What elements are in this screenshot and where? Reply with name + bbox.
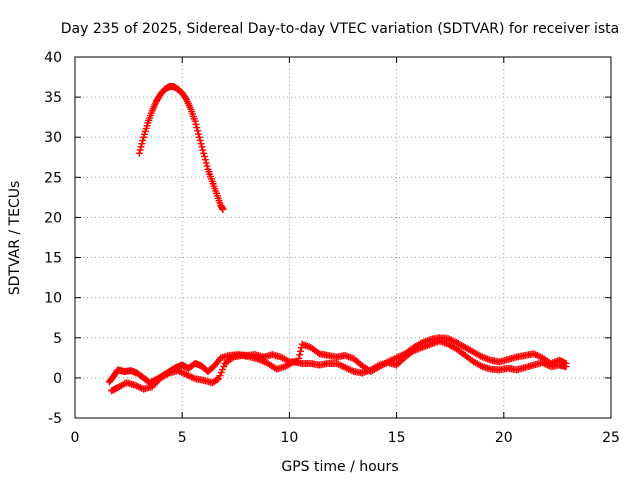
data-point-marker (217, 369, 225, 377)
data-point-marker (194, 127, 202, 135)
chart-title: Day 235 of 2025, Sidereal Day-to-day VTE… (61, 21, 619, 37)
y-tick-label: 10 (44, 291, 62, 307)
data-points (105, 83, 570, 395)
data-point-marker (393, 361, 401, 369)
data-point-marker (296, 351, 304, 359)
data-point-marker (219, 205, 227, 213)
data-point-marker (191, 117, 199, 125)
x-tick-label: 25 (602, 430, 620, 446)
data-point-marker (220, 362, 228, 370)
data-point-marker (192, 120, 200, 128)
data-point-marker (200, 149, 208, 157)
data-point-marker (199, 146, 207, 154)
series-high-arc (135, 83, 227, 213)
data-point-marker (137, 143, 145, 151)
y-tick-label: 35 (44, 90, 62, 106)
x-tick-label: 5 (178, 430, 187, 446)
data-point-marker (139, 136, 147, 144)
y-tick-label: 40 (44, 50, 62, 66)
data-point-marker (197, 140, 205, 148)
grid (75, 57, 611, 418)
y-tick-label: 5 (53, 331, 62, 347)
x-tick-label: 0 (71, 430, 80, 446)
data-point-marker (215, 375, 223, 383)
data-point-marker (194, 130, 202, 138)
y-tick-label: -5 (48, 411, 62, 427)
data-point-marker (196, 136, 204, 144)
data-point-marker (198, 143, 206, 151)
data-point-marker (219, 366, 227, 374)
y-tick-label: 20 (44, 210, 62, 226)
data-point-marker (195, 133, 203, 141)
x-axis-label: GPS time / hours (281, 459, 398, 475)
x-tick-label: 20 (495, 430, 513, 446)
axis-ticks: 0 5 10 15 20 25 -5 0 5 10 15 20 25 30 35 40 (44, 50, 620, 446)
data-point-marker (562, 363, 570, 371)
series-lower-band-1 (105, 334, 570, 387)
y-tick-label: 25 (44, 170, 62, 186)
data-point-marker (216, 372, 224, 380)
data-point-marker (203, 162, 211, 170)
x-tick-label: 15 (388, 430, 406, 446)
plot-frame (74, 56, 612, 419)
data-point-marker (297, 347, 305, 355)
data-point-marker (136, 146, 144, 154)
data-point-marker (193, 124, 201, 132)
data-point-marker (394, 359, 402, 367)
x-tick-label: 10 (280, 430, 298, 446)
data-point-marker (202, 159, 210, 167)
data-point-marker (138, 140, 146, 148)
data-point-marker (200, 152, 208, 160)
y-axis-label: SDTVAR / TECUs (7, 181, 23, 296)
data-point-marker (135, 149, 143, 157)
y-tick-label: 0 (53, 371, 62, 387)
series-lower-band-2 (107, 337, 570, 395)
data-point-marker (213, 375, 221, 383)
y-tick-label: 15 (44, 251, 62, 267)
data-point-marker (201, 156, 209, 164)
y-tick-label: 30 (44, 130, 62, 146)
